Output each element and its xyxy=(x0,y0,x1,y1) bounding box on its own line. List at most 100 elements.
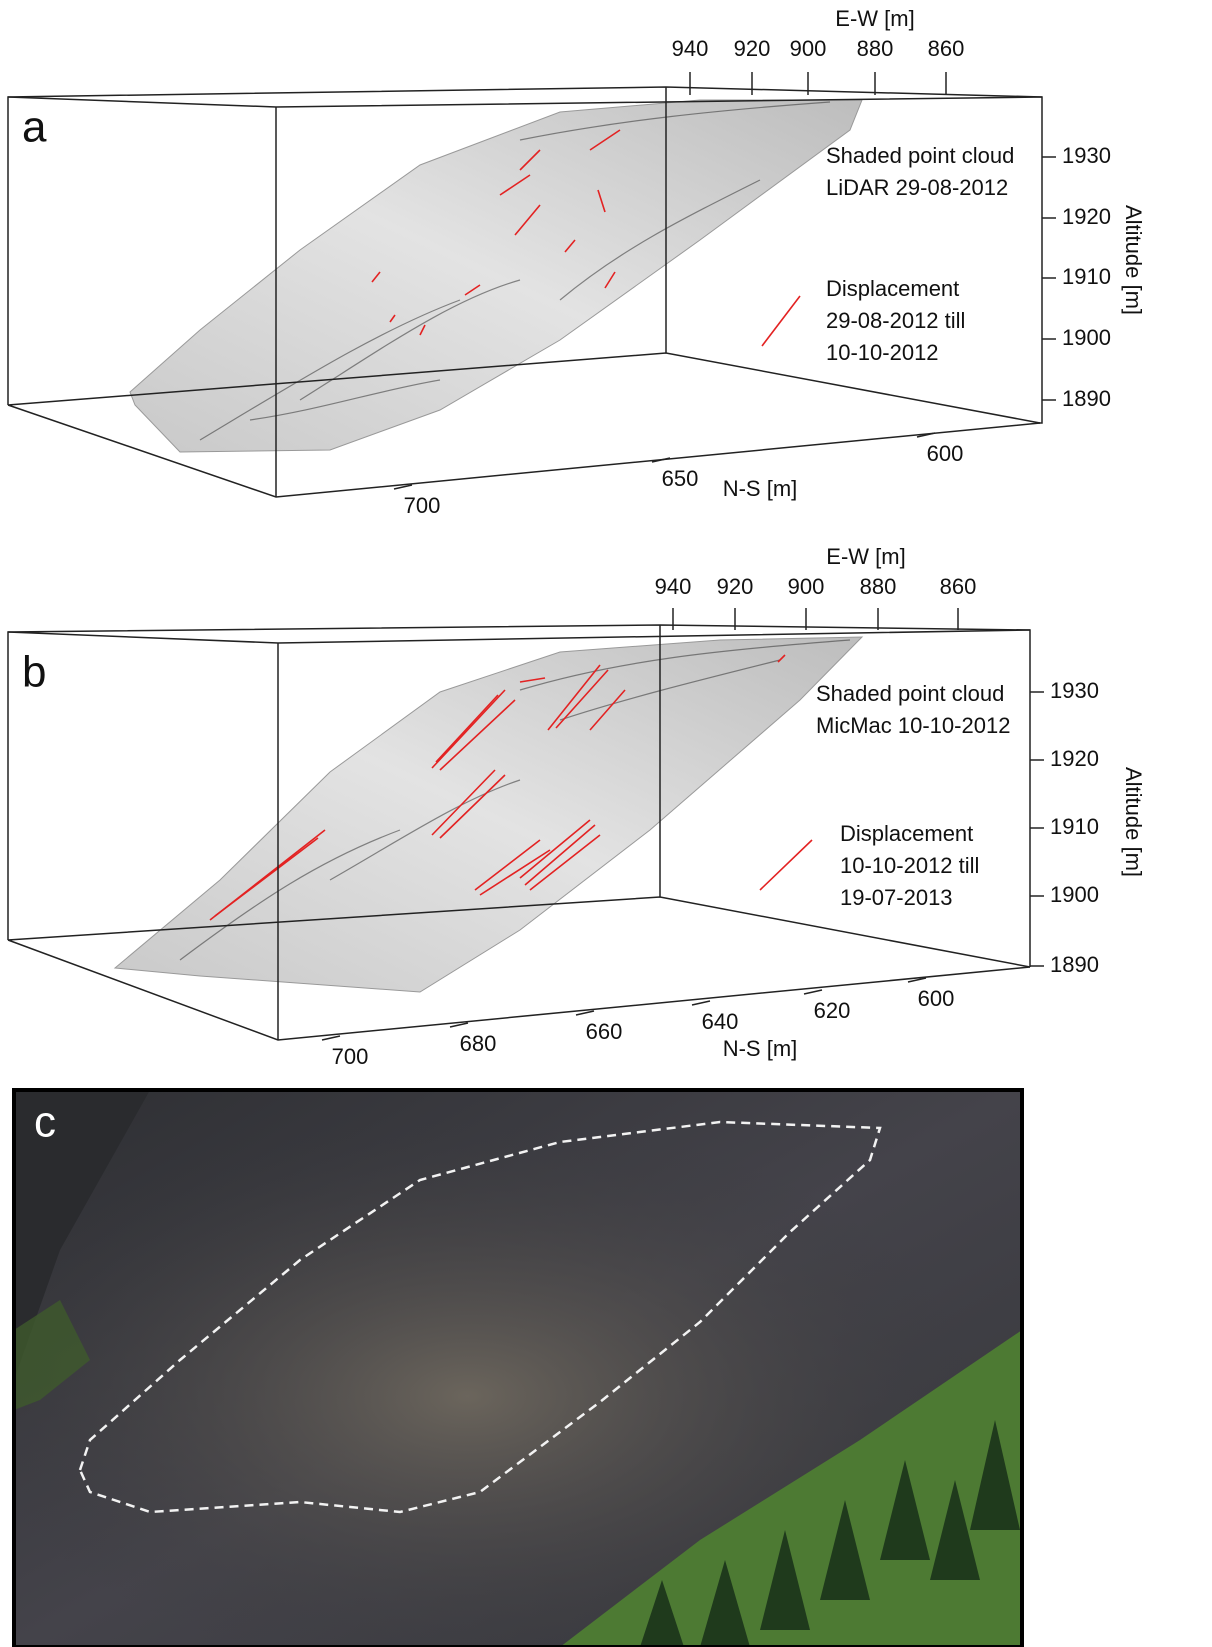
vector xyxy=(514,204,541,236)
tree xyxy=(970,1420,1020,1530)
tick-mark xyxy=(575,1010,595,1016)
axis-title: Altitude [m] xyxy=(1121,205,1146,315)
box-edge xyxy=(7,352,1041,424)
vector xyxy=(519,677,546,683)
ew-tick-label: 880 xyxy=(857,36,894,61)
altitude-tick-label: 1930 xyxy=(1062,143,1111,168)
vector xyxy=(439,699,516,771)
altitude-tick-label: 1890 xyxy=(1062,386,1111,411)
tick-mark xyxy=(651,457,671,463)
ew-tick-label: 860 xyxy=(928,36,965,61)
axis-title: N-S [m] xyxy=(723,1036,798,1061)
vector xyxy=(519,819,591,879)
tick-mark xyxy=(449,1022,469,1028)
altitude-tick-label: 1910 xyxy=(1062,264,1111,289)
vector xyxy=(524,824,596,886)
altitude-tick-label: 1900 xyxy=(1062,325,1111,350)
altitude-tick-label: 1930 xyxy=(1050,678,1099,703)
box-edge xyxy=(7,939,1031,1041)
legend-text: 10-10-2012 till xyxy=(840,853,979,878)
axis-title: Altitude [m] xyxy=(1121,767,1146,877)
cloud-texture xyxy=(179,639,851,961)
ew-tick-label: 880 xyxy=(860,574,897,599)
vector xyxy=(214,837,319,917)
legend-text: Displacement xyxy=(840,821,973,846)
ns-tick-label: 660 xyxy=(586,1019,623,1044)
ns-tick-label: 640 xyxy=(702,1009,739,1034)
ns-tick-label: 700 xyxy=(332,1044,369,1069)
tree xyxy=(820,1500,870,1600)
vegetation xyxy=(14,1300,90,1410)
legend-text: 10-10-2012 xyxy=(826,340,939,365)
tree xyxy=(760,1530,810,1630)
vector xyxy=(431,689,506,769)
point-cloud xyxy=(113,636,864,993)
ns-tick-label: 620 xyxy=(814,998,851,1023)
vector xyxy=(519,149,541,171)
annotation: LiDAR 29-08-2012 xyxy=(826,175,1008,200)
vector xyxy=(499,174,531,196)
box-edge xyxy=(7,86,1043,424)
tick-mark xyxy=(803,989,823,995)
ew-tick-label: 920 xyxy=(734,36,771,61)
legend-text: 29-08-2012 till xyxy=(826,308,965,333)
annotation: MicMac 10-10-2012 xyxy=(816,713,1010,738)
legend-text: 19-07-2013 xyxy=(840,885,953,910)
vector xyxy=(479,849,551,896)
landslide-outline xyxy=(78,1120,882,1514)
panel-a: a Shaded point cloud LiDAR 29-08-2012 Di… xyxy=(7,6,1146,501)
box-edge xyxy=(7,896,1031,968)
altitude-tick-label: 1890 xyxy=(1050,952,1099,977)
axis-title: E-W [m] xyxy=(826,544,905,569)
bounding-box xyxy=(7,624,1031,1041)
vector xyxy=(547,664,601,731)
vector xyxy=(435,694,499,763)
ew-tick-label: 900 xyxy=(788,574,825,599)
ns-tick-label: 600 xyxy=(918,986,955,1011)
displacement-vectors xyxy=(371,129,621,336)
vector xyxy=(555,669,609,729)
annotation: Shaded point cloud xyxy=(826,143,1014,168)
ridge xyxy=(14,1090,150,1380)
photo-frame xyxy=(12,1088,1024,1647)
legend-arrow xyxy=(759,839,813,891)
panel-letter: b xyxy=(22,648,46,697)
vector xyxy=(604,271,616,289)
vector xyxy=(529,834,601,891)
ew-tick-label: 940 xyxy=(655,574,692,599)
vector xyxy=(464,284,481,296)
tick-mark xyxy=(691,1000,711,1006)
box-edge xyxy=(7,404,1041,498)
annotation: Shaded point cloud xyxy=(816,681,1004,706)
box-edge xyxy=(7,629,1031,644)
panel-c: c xyxy=(12,1088,1024,1647)
ns-tick-label: 700 xyxy=(404,493,441,518)
altitude-tick-label: 1900 xyxy=(1050,882,1099,907)
legend-arrow xyxy=(761,295,801,347)
panel-b: b Shaded point cloud MicMac 10-10-2012 D… xyxy=(7,544,1146,1061)
vector xyxy=(777,654,786,663)
box-edge xyxy=(7,96,1043,108)
altitude-tick-label: 1920 xyxy=(1050,746,1099,771)
tree xyxy=(880,1460,930,1560)
legend-text: Displacement xyxy=(826,276,959,301)
vector xyxy=(419,324,426,336)
bounding-box xyxy=(7,86,1043,498)
vector xyxy=(371,271,381,283)
ns-tick-label: 600 xyxy=(927,441,964,466)
tree xyxy=(700,1560,750,1647)
cloud-texture xyxy=(199,101,831,441)
tick-mark xyxy=(907,977,927,983)
ew-tick-label: 940 xyxy=(672,36,709,61)
vector xyxy=(564,239,576,253)
tick-mark xyxy=(321,1035,341,1041)
tick-mark xyxy=(916,432,936,438)
altitude-tick-label: 1910 xyxy=(1050,814,1099,839)
axis-title: N-S [m] xyxy=(723,476,798,501)
tree xyxy=(640,1580,684,1647)
axis-title: E-W [m] xyxy=(835,6,914,31)
tick-mark xyxy=(393,484,413,490)
vector xyxy=(474,839,541,891)
vector xyxy=(439,774,506,839)
